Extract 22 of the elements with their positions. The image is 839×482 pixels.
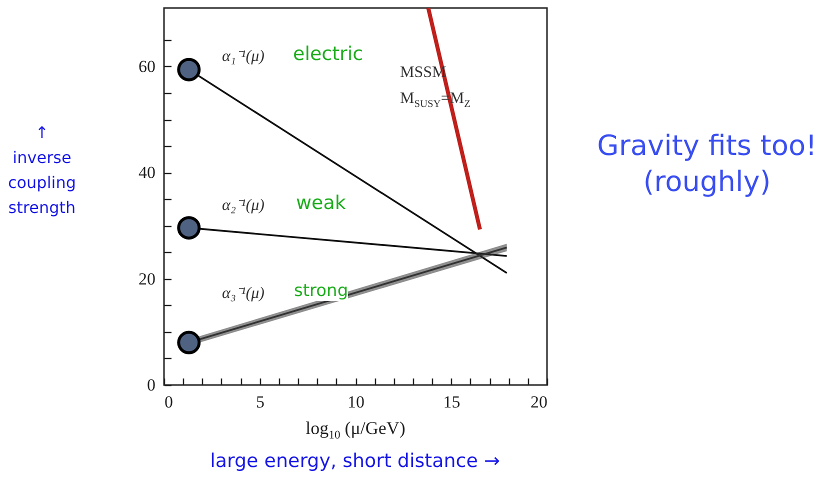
y-tick-label: 40 — [138, 163, 156, 182]
text: Gravity fits too! (roughly) — [596, 128, 818, 200]
y-axis-title: ↑ inverse coupling strength — [6, 122, 78, 219]
point — [177, 330, 201, 354]
series-label: α₂⁻¹(μ) — [222, 196, 264, 215]
annotation: weak — [296, 192, 346, 214]
x-tick-label: 15 — [443, 392, 460, 412]
series-label: α₃⁻¹(μ) — [222, 284, 264, 303]
point — [177, 216, 201, 240]
x-axis-title: log$_{10}$ (μ/GeV) — [304, 418, 406, 442]
y-tick-label: 0 — [147, 376, 156, 394]
annotation: electric — [293, 43, 364, 65]
series-label: α₁⁻¹(μ) — [222, 47, 264, 66]
y-tick-label: 20 — [138, 269, 156, 288]
x-tick-label: 5 — [256, 392, 264, 412]
text: large energy, short distance → — [209, 450, 501, 472]
x-tick-label: 20 — [530, 392, 548, 412]
annotation: strong — [294, 281, 348, 301]
point — [177, 58, 201, 82]
y-tick-label: 60 — [138, 56, 156, 76]
x-tick-label: 10 — [348, 392, 364, 412]
x-tick-label: 0 — [164, 392, 173, 412]
